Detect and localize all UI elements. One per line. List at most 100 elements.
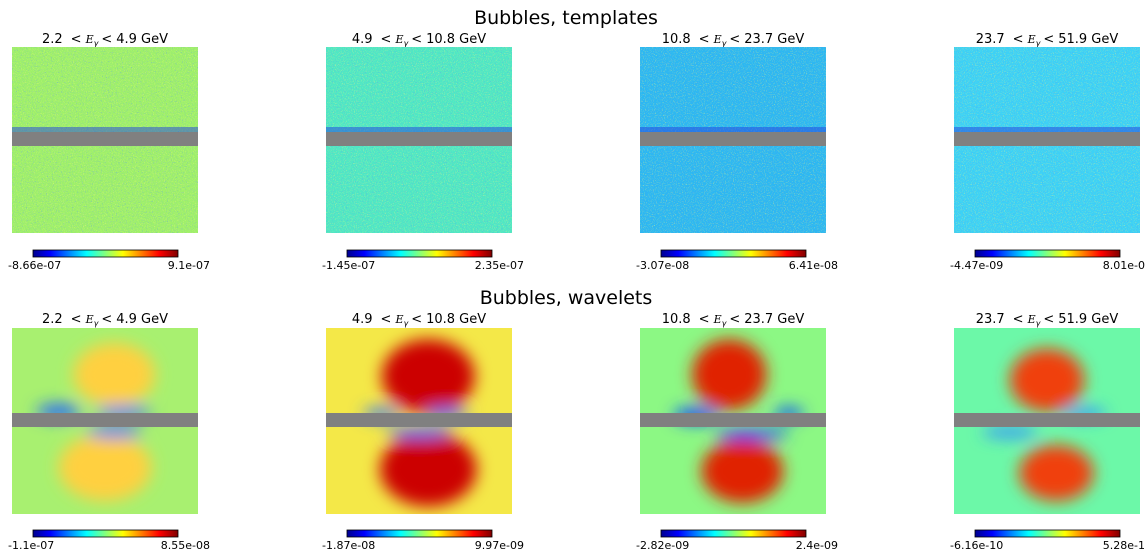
map-panel: 23.7<Eγ<51.9 GeV-6.16e-105.28e-10 <box>944 312 1145 552</box>
panel-title: 2.2<Eγ<4.9 GeV <box>42 32 168 48</box>
colorbar-max: 2.35e-07 <box>475 259 524 272</box>
energy-low: 2.2 <box>42 312 63 327</box>
galactic-mask <box>954 413 1140 427</box>
subscript: γ <box>722 319 728 328</box>
colorbar-min: -8.66e-07 <box>8 259 61 272</box>
variable: E <box>394 313 403 326</box>
energy-low: 4.9 <box>352 312 373 327</box>
blob <box>386 427 453 438</box>
colorbar <box>347 530 492 537</box>
colorbar-max: 9.1e-07 <box>168 259 210 272</box>
variable: E <box>1027 313 1036 326</box>
galactic-mask <box>326 413 512 427</box>
panel-title: 23.7<Eγ<51.9 GeV <box>976 32 1119 48</box>
colorbar-min: -1.87e-08 <box>322 539 375 552</box>
blob <box>86 427 142 438</box>
less-than: < <box>411 32 422 47</box>
subscript: γ <box>403 319 409 328</box>
galactic-mask <box>954 132 1140 146</box>
colorbar-min: -3.07e-08 <box>636 259 689 272</box>
blob <box>714 428 788 439</box>
galactic-mask <box>12 413 198 427</box>
less-than: < <box>1043 32 1054 47</box>
blob <box>59 434 152 501</box>
panel-title: 10.8<Eγ<23.7 GeV <box>662 312 805 328</box>
less-than: < <box>101 32 112 47</box>
subscript: γ <box>403 39 409 48</box>
colorbar-min: -6.16e-10 <box>950 539 1003 552</box>
energy-low: 4.9 <box>352 32 373 47</box>
galactic-mask <box>326 132 512 146</box>
variable: E <box>713 313 722 326</box>
less-than: < <box>1013 32 1024 47</box>
energy-high: 23.7 GeV <box>744 312 804 327</box>
subscript: γ <box>1036 39 1042 48</box>
less-than: < <box>699 32 710 47</box>
energy-high: 10.8 GeV <box>426 32 486 47</box>
less-than: < <box>101 312 112 327</box>
less-than: < <box>1043 312 1054 327</box>
colorbar-max: 5.28e-10 <box>1103 539 1145 552</box>
variable: E <box>394 33 403 46</box>
colorbar <box>661 530 806 537</box>
less-than: < <box>1013 312 1024 327</box>
colorbar <box>661 250 806 257</box>
panel-title: 4.9<Eγ<10.8 GeV <box>352 32 486 48</box>
energy-low: 10.8 <box>662 32 691 47</box>
energy-high: 23.7 GeV <box>744 32 804 47</box>
galactic-mask <box>12 132 198 146</box>
colorbar-min: -4.47e-09 <box>950 259 1003 272</box>
galactic-mask <box>640 413 826 427</box>
less-than: < <box>381 32 392 47</box>
colorbar-max: 2.4e-09 <box>796 539 838 552</box>
blob <box>380 432 477 506</box>
colorbar-min: -1.1e-07 <box>8 539 54 552</box>
panel-title: 2.2<Eγ<4.9 GeV <box>42 312 168 328</box>
colorbar <box>347 250 492 257</box>
energy-high: 4.9 GeV <box>116 32 168 47</box>
blob <box>73 343 155 406</box>
energy-high: 51.9 GeV <box>1058 312 1118 327</box>
section-title: Bubbles, templates <box>474 7 658 29</box>
subscript: γ <box>94 319 100 328</box>
less-than: < <box>699 312 710 327</box>
colorbar <box>33 530 178 537</box>
blob <box>692 339 766 410</box>
subscript: γ <box>722 39 728 48</box>
less-than: < <box>71 32 82 47</box>
blob <box>701 440 783 503</box>
panel-title: 23.7<Eγ<51.9 GeV <box>976 312 1119 328</box>
subscript: γ <box>1036 319 1042 328</box>
panel-title: 4.9<Eγ<10.8 GeV <box>352 312 486 328</box>
variable: E <box>85 313 94 326</box>
colorbar-max: 8.55e-08 <box>161 539 210 552</box>
colorbar-max: 8.01e-09 <box>1103 259 1145 272</box>
less-than: < <box>411 312 422 327</box>
variable: E <box>85 33 94 46</box>
energy-low: 23.7 <box>976 32 1005 47</box>
energy-low: 2.2 <box>42 32 63 47</box>
energy-high: 51.9 GeV <box>1058 32 1118 47</box>
colorbar-min: -1.45e-07 <box>322 259 375 272</box>
blob <box>1019 445 1093 501</box>
variable: E <box>1027 33 1036 46</box>
variable: E <box>713 33 722 46</box>
panel-title: 10.8<Eγ<23.7 GeV <box>662 32 805 48</box>
colorbar-max: 9.97e-09 <box>475 539 524 552</box>
colorbar-max: 6.41e-08 <box>789 259 838 272</box>
section-title: Bubbles, wavelets <box>480 287 653 309</box>
energy-low: 23.7 <box>976 312 1005 327</box>
less-than: < <box>381 312 392 327</box>
colorbar <box>33 250 178 257</box>
subscript: γ <box>94 39 100 48</box>
colorbar <box>975 530 1120 537</box>
figure: Bubbles, templates2.2<Eγ<4.9 GeV-8.66e-0… <box>0 0 1145 552</box>
colorbar <box>975 250 1120 257</box>
energy-low: 10.8 <box>662 312 691 327</box>
less-than: < <box>71 312 82 327</box>
